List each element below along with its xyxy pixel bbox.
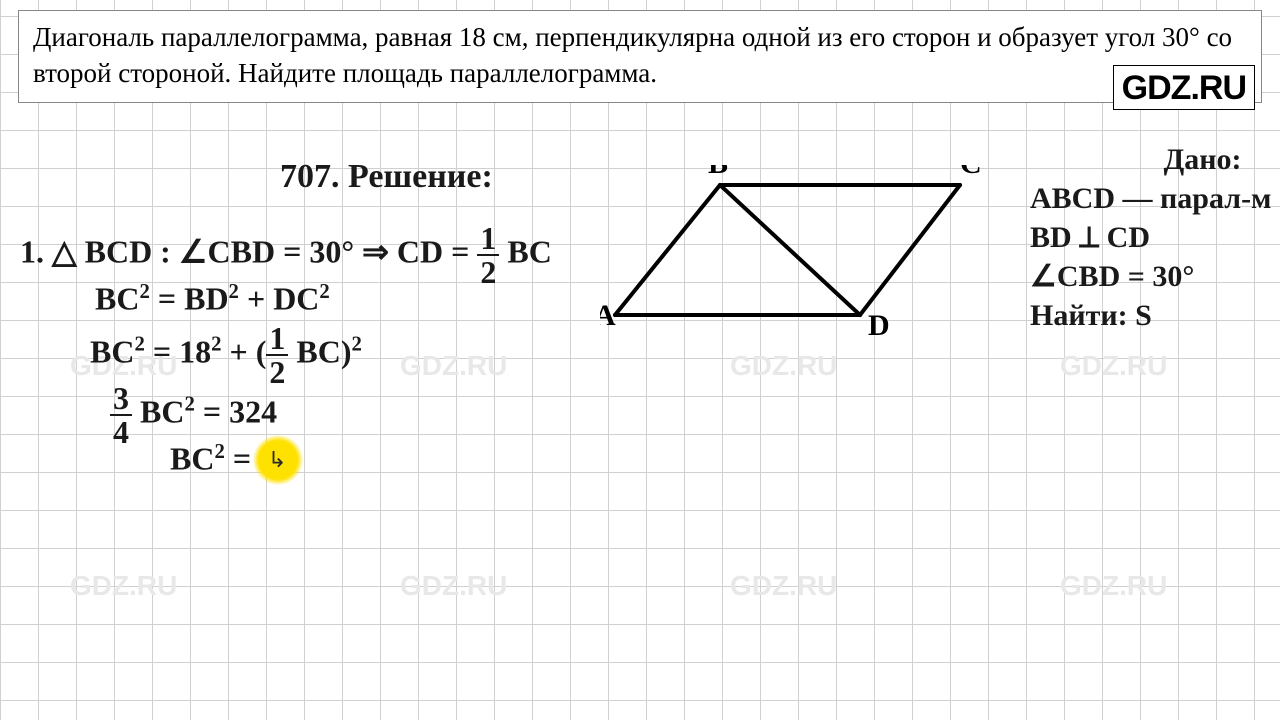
problem-statement: Диагональ параллелограмма, равная 18 см,… — [18, 10, 1262, 103]
work-line: BC2 = 182 + (12 BC)2 — [90, 322, 362, 388]
svg-text:D: D — [868, 309, 890, 342]
site-logo: GDZ.RU — [1113, 65, 1255, 110]
svg-text:A: A — [600, 299, 616, 332]
logo-text: GDZ.RU — [1122, 69, 1246, 107]
svg-text:B: B — [708, 165, 728, 180]
work-line: BC2 = — [170, 440, 251, 478]
parallelogram-diagram: A B C D — [600, 165, 1000, 365]
solution-header: 707. Решение: — [280, 158, 493, 196]
problem-text: Диагональ параллелограмма, равная 18 см,… — [33, 22, 1232, 88]
given-line-2: BD ⟂ CD — [1030, 218, 1272, 257]
problem-number: 707. — [280, 158, 340, 195]
cursor-icon: ↳ — [268, 447, 286, 473]
given-line-3: ∠CBD = 30° — [1030, 257, 1272, 296]
given-block: Дано: ABCD — парал-м BD ⟂ CD ∠CBD = 30° … — [1030, 140, 1272, 335]
work-line: BC2 = BD2 + DC2 — [95, 280, 330, 318]
work-line: 34 BC2 = 324 — [110, 382, 277, 448]
given-line-1: ABCD — парал-м — [1030, 179, 1272, 218]
given-title: Дано: — [1030, 140, 1272, 179]
given-line-4: Найти: S — [1030, 296, 1272, 335]
solution-label: Решение: — [348, 158, 493, 195]
svg-text:C: C — [960, 165, 982, 180]
work-line: 1. △ BCD : ∠CBD = 30° ⇒ CD = 12 BC — [20, 222, 552, 288]
